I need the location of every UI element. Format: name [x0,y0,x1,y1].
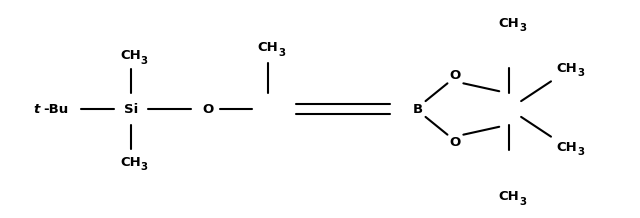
Text: 3: 3 [577,147,584,157]
Text: 3: 3 [141,56,148,66]
Text: O: O [203,102,214,116]
Text: B: B [413,102,422,116]
Text: t: t [33,102,40,116]
Text: CH: CH [557,62,577,75]
Text: 3: 3 [278,48,285,58]
Text: -Bu: -Bu [44,102,68,116]
Text: 3: 3 [519,23,526,33]
Text: CH: CH [557,141,577,154]
Text: CH: CH [499,17,520,30]
Text: 3: 3 [519,197,526,207]
Text: O: O [450,69,461,82]
Text: CH: CH [120,156,141,169]
Text: 3: 3 [141,162,148,172]
Text: O: O [450,136,461,149]
Text: Si: Si [124,102,138,116]
Text: CH: CH [120,49,141,62]
Text: 3: 3 [577,68,584,78]
Text: CH: CH [258,41,278,54]
Text: CH: CH [499,190,520,203]
